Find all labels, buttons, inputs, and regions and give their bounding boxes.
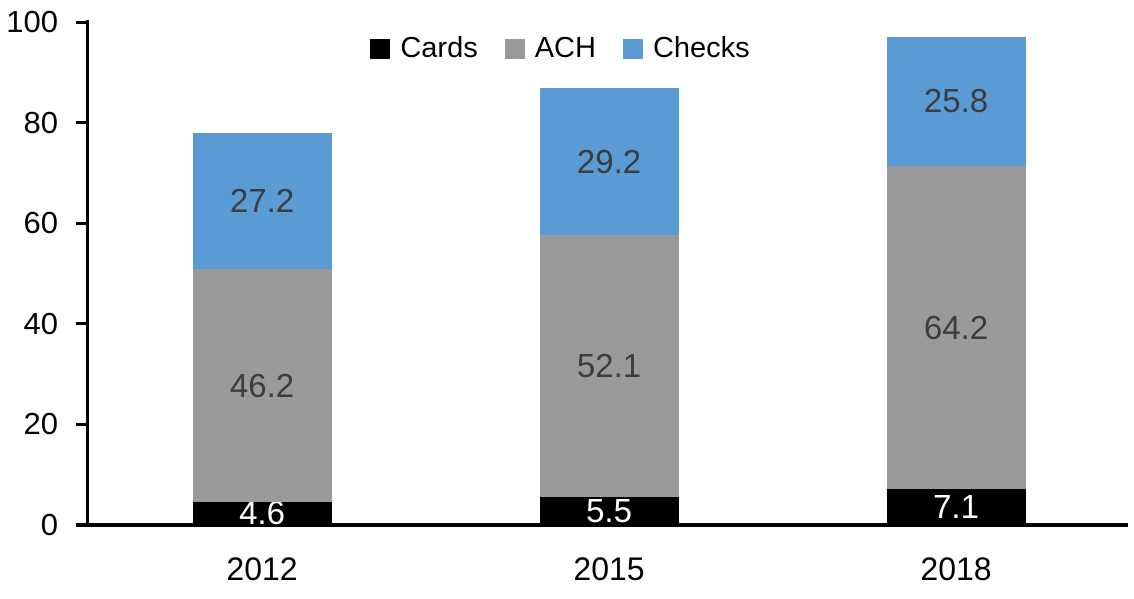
y-tick-label: 60	[23, 205, 58, 241]
legend-swatch-cards	[370, 38, 391, 59]
legend-label-cards: Cards	[400, 32, 478, 64]
bar-value-label: 52.1	[576, 347, 642, 385]
y-axis-tick	[76, 221, 86, 225]
x-category-label: 2015	[573, 551, 645, 587]
bar-segment-checks-2012	[192, 132, 332, 270]
bar-segment-ach-2015	[539, 235, 679, 498]
bar-value-label: 25.8	[923, 82, 989, 120]
legend-item-ach: ACH	[504, 32, 596, 64]
x-category-label: 2012	[226, 551, 298, 587]
bar-segment-cards-2015	[539, 497, 679, 525]
bar-value-label: 46.2	[229, 366, 295, 404]
bar-value-label: 64.2	[923, 308, 989, 346]
legend-swatch-ach	[504, 38, 525, 59]
legend-swatch-checks	[622, 38, 643, 59]
y-axis-tick	[76, 523, 86, 527]
y-tick-label: 20	[23, 406, 58, 442]
bar-value-label: 27.2	[229, 182, 295, 220]
y-axis-tick	[76, 322, 86, 326]
bar-value-label: 29.2	[576, 142, 642, 180]
y-tick-label: 100	[6, 4, 58, 39]
y-axis-tick	[76, 121, 86, 125]
y-tick-label: 40	[23, 305, 58, 341]
bar-value-label: 5.5	[586, 492, 632, 530]
bar-segment-cards-2012	[192, 501, 332, 525]
y-axis-tick	[76, 422, 86, 426]
chart-legend: Cards ACH Checks	[0, 34, 1120, 63]
x-category-label: 2018	[920, 551, 992, 587]
bar-segment-checks-2015	[539, 88, 679, 236]
y-axis-line	[86, 20, 89, 527]
bar-segment-cards-2018	[886, 489, 1026, 525]
bar-segment-ach-2012	[192, 269, 332, 502]
bar-segment-ach-2018	[886, 166, 1026, 490]
y-tick-label: 0	[40, 507, 58, 542]
legend-label-checks: Checks	[652, 32, 750, 64]
x-axis-line	[76, 523, 1128, 527]
legend-label-ach: ACH	[534, 32, 596, 64]
y-axis-tick	[76, 20, 86, 24]
legend-item-checks: Checks	[622, 32, 750, 64]
legend-item-cards: Cards	[370, 32, 478, 64]
bar-segment-checks-2018	[886, 36, 1026, 167]
y-tick-label: 80	[23, 104, 58, 140]
bar-value-label: 7.1	[933, 488, 979, 526]
